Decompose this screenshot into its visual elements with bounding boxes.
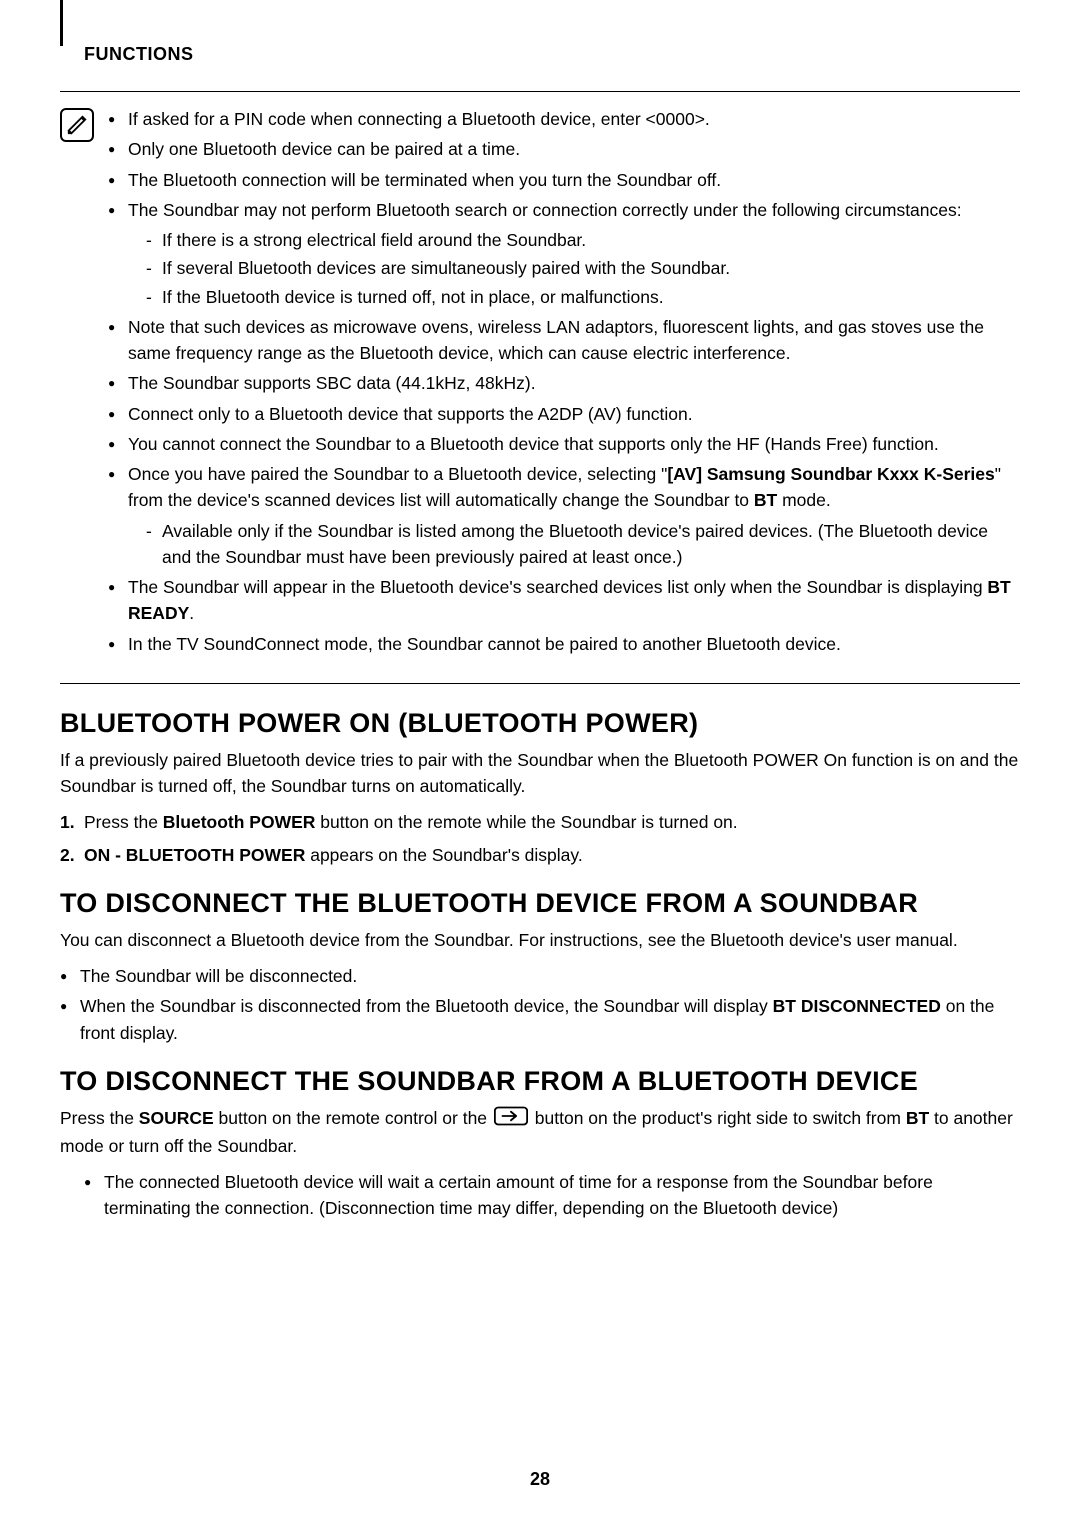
bullet-list: The connected Bluetooth device will wait…	[60, 1169, 1020, 1222]
note-item: Only one Bluetooth device can be paired …	[108, 136, 1020, 162]
section-heading-disconnect-soundbar: TO DISCONNECT THE SOUNDBAR FROM A BLUETO…	[60, 1066, 1020, 1097]
note-subitem: If several Bluetooth devices are simulta…	[146, 255, 1020, 281]
note-icon	[60, 108, 94, 142]
list-item: The Soundbar will be disconnected.	[60, 963, 1020, 989]
divider	[60, 683, 1020, 684]
note-sublist: Available only if the Soundbar is listed…	[128, 518, 1020, 571]
section-intro: Press the SOURCE button on the remote co…	[60, 1105, 1020, 1159]
note-block: If asked for a PIN code when connecting …	[60, 106, 1020, 661]
note-item: You cannot connect the Soundbar to a Blu…	[108, 431, 1020, 457]
note-item: The Soundbar supports SBC data (44.1kHz,…	[108, 370, 1020, 396]
bullet-list: The Soundbar will be disconnected. When t…	[60, 963, 1020, 1046]
page-number: 28	[0, 1469, 1080, 1490]
notes-list: If asked for a PIN code when connecting …	[108, 106, 1020, 657]
header-vertical-bar	[60, 0, 63, 46]
note-subitem: Available only if the Soundbar is listed…	[146, 518, 1020, 571]
numbered-steps: Press the Bluetooth POWER button on the …	[60, 809, 1020, 868]
source-button-icon	[494, 1106, 528, 1133]
note-item: The Soundbar may not perform Bluetooth s…	[108, 197, 1020, 310]
section-heading-bt-power: BLUETOOTH POWER ON (BLUETOOTH POWER)	[60, 708, 1020, 739]
note-subitem: If there is a strong electrical field ar…	[146, 227, 1020, 253]
note-item: Once you have paired the Soundbar to a B…	[108, 461, 1020, 570]
note-item: Connect only to a Bluetooth device that …	[108, 401, 1020, 427]
note-item: The Soundbar will appear in the Bluetoot…	[108, 574, 1020, 627]
divider	[60, 91, 1020, 92]
note-item: If asked for a PIN code when connecting …	[108, 106, 1020, 132]
note-sublist: If there is a strong electrical field ar…	[128, 227, 1020, 310]
section-heading-disconnect-from-soundbar: TO DISCONNECT THE BLUETOOTH DEVICE FROM …	[60, 888, 1020, 919]
step-item: ON - BLUETOOTH POWER appears on the Soun…	[60, 842, 1020, 868]
note-item: Note that such devices as microwave oven…	[108, 314, 1020, 367]
section-intro: If a previously paired Bluetooth device …	[60, 747, 1020, 800]
list-item: The connected Bluetooth device will wait…	[84, 1169, 1020, 1222]
step-item: Press the Bluetooth POWER button on the …	[60, 809, 1020, 835]
page-section-header: FUNCTIONS	[60, 0, 1020, 65]
note-item: In the TV SoundConnect mode, the Soundba…	[108, 631, 1020, 657]
section-intro: You can disconnect a Bluetooth device fr…	[60, 927, 1020, 953]
note-item: The Bluetooth connection will be termina…	[108, 167, 1020, 193]
note-subitem: If the Bluetooth device is turned off, n…	[146, 284, 1020, 310]
list-item: When the Soundbar is disconnected from t…	[60, 993, 1020, 1046]
